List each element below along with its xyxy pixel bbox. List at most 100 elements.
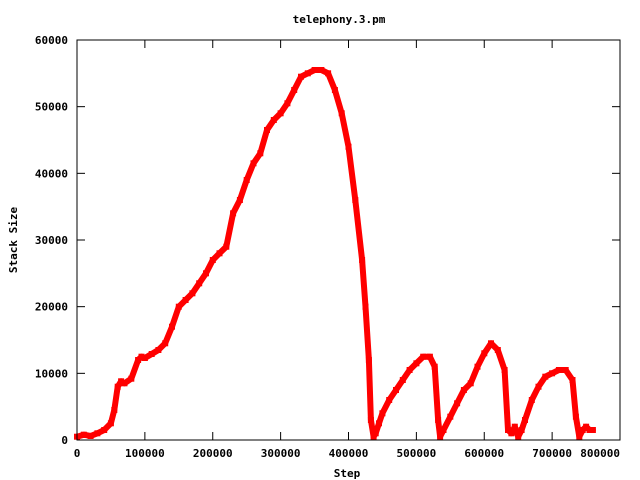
data-point xyxy=(311,67,318,73)
x-tick-label: 100000 xyxy=(125,447,165,460)
x-tick-label: 700000 xyxy=(532,447,572,460)
x-axis-ticks: 0 100000 200000 300000 400000 500000 600000 700… xyxy=(74,40,621,460)
data-point xyxy=(107,420,114,427)
data-point xyxy=(522,417,528,423)
data-point xyxy=(370,433,377,440)
y-tick-label: 40000 xyxy=(35,167,68,180)
data-point xyxy=(501,367,508,373)
data-point xyxy=(209,257,216,263)
data-point xyxy=(359,257,366,263)
plot-frame xyxy=(76,39,621,441)
data-point xyxy=(169,323,175,330)
data-point xyxy=(447,413,454,420)
data-point xyxy=(270,117,277,123)
y-tick-label: 20000 xyxy=(35,301,68,314)
data-point xyxy=(431,363,438,370)
data-point xyxy=(583,423,590,430)
y-axis-label: Stack Size xyxy=(7,207,20,274)
data-point xyxy=(460,387,467,393)
data-point xyxy=(203,270,209,277)
data-point xyxy=(518,427,525,433)
chart-title: telephony.3.pm xyxy=(293,13,386,26)
y-tick-label: 60000 xyxy=(35,34,68,47)
x-tick-label: 500000 xyxy=(397,447,437,460)
x-tick-label: 400000 xyxy=(329,447,369,460)
x-tick-label: 0 xyxy=(74,447,81,460)
data-point xyxy=(243,177,250,183)
data-point xyxy=(562,367,569,373)
data-point xyxy=(555,367,562,373)
data-point xyxy=(196,280,203,287)
data-point xyxy=(542,373,549,380)
data-point xyxy=(182,297,189,303)
series-line xyxy=(74,67,596,440)
data-point xyxy=(393,387,399,393)
x-axis-label: Step xyxy=(334,467,361,480)
data-point xyxy=(474,363,481,370)
data-point xyxy=(155,347,162,353)
data-point xyxy=(589,427,596,433)
data-point xyxy=(535,383,542,390)
data-point xyxy=(505,427,511,433)
data-point xyxy=(494,347,501,353)
data-point xyxy=(508,430,515,437)
data-point xyxy=(331,87,338,93)
data-point xyxy=(189,290,196,297)
data-point xyxy=(230,210,237,217)
data-point xyxy=(549,370,556,377)
data-point xyxy=(399,377,406,383)
data-point xyxy=(80,431,87,438)
data-point xyxy=(367,417,374,423)
x-tick-label: 300000 xyxy=(261,447,301,460)
data-point xyxy=(365,357,372,363)
data-point xyxy=(338,110,345,117)
data-point xyxy=(87,433,94,439)
x-tick-label: 600000 xyxy=(464,447,504,460)
data-point xyxy=(454,400,461,407)
data-point xyxy=(128,375,135,382)
data-point xyxy=(515,433,522,440)
data-point xyxy=(579,427,586,433)
data-point xyxy=(277,110,284,117)
x-tick-label: 200000 xyxy=(193,447,233,460)
data-point xyxy=(141,355,148,361)
data-point xyxy=(291,87,298,93)
data-point xyxy=(406,367,413,373)
data-point xyxy=(372,430,379,437)
data-point xyxy=(413,360,420,367)
data-point xyxy=(352,197,359,203)
data-point xyxy=(488,340,494,347)
y-tick-label: 0 xyxy=(61,434,68,447)
data-point xyxy=(101,427,108,433)
y-axis-ticks: 0 10000 20000 30000 40000 50000 60000 xyxy=(35,34,620,447)
data-point xyxy=(111,407,118,413)
data-point xyxy=(216,250,223,257)
data-point xyxy=(118,378,125,385)
data-point xyxy=(379,410,386,417)
data-point xyxy=(162,340,169,347)
data-point xyxy=(528,397,535,403)
data-point xyxy=(467,380,474,387)
data-point xyxy=(318,67,325,73)
y-tick-label: 10000 xyxy=(35,367,68,380)
data-point xyxy=(386,397,393,403)
data-point xyxy=(298,73,304,80)
data-point xyxy=(250,160,257,167)
data-point xyxy=(257,150,264,157)
data-point xyxy=(121,380,128,387)
data-point xyxy=(325,70,332,77)
series-layer xyxy=(74,67,596,440)
data-point xyxy=(586,427,593,433)
data-point xyxy=(376,420,382,427)
data-point xyxy=(511,423,518,430)
data-point xyxy=(138,353,145,360)
data-point xyxy=(362,303,369,310)
y-tick-label: 50000 xyxy=(35,101,68,114)
x-tick-label: 800000 xyxy=(580,447,620,460)
data-point xyxy=(284,100,291,107)
data-point xyxy=(576,433,583,440)
data-point xyxy=(440,427,447,433)
data-point xyxy=(223,243,230,250)
data-point xyxy=(135,357,142,363)
